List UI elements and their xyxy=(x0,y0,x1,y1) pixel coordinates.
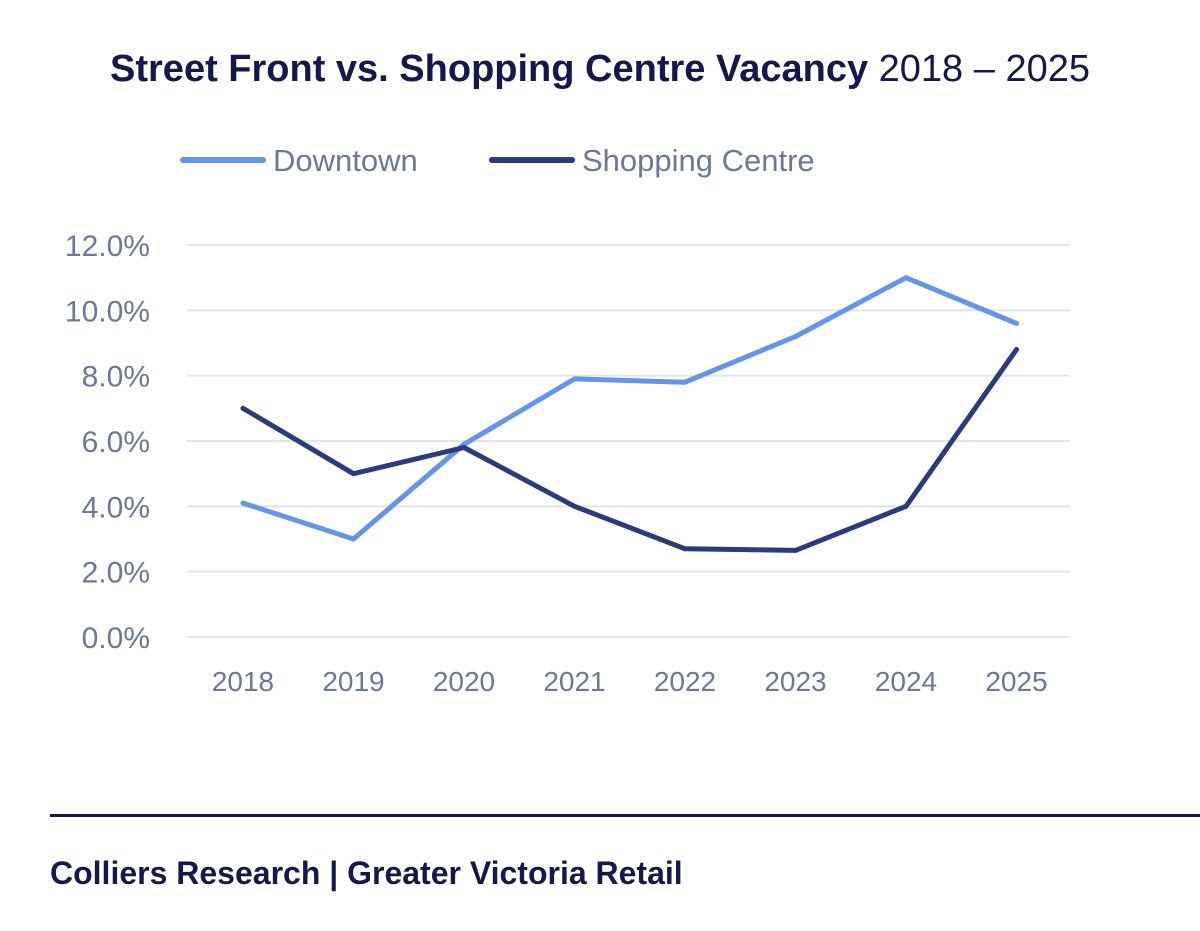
series-line-downtown xyxy=(240,275,1019,542)
data-point-shopping-centre xyxy=(351,471,356,477)
series-line-shopping-centre xyxy=(240,347,1019,553)
x-tick-label: 2020 xyxy=(433,666,495,697)
data-point-downtown xyxy=(682,379,688,385)
x-tick-label: 2018 xyxy=(212,666,274,697)
data-point-shopping-centre xyxy=(793,547,798,553)
x-tick-label: 2025 xyxy=(985,666,1047,697)
x-axis: 2018 2019 2020 2021 2022 2023 2024 2025 xyxy=(212,666,1048,697)
data-point-shopping-centre xyxy=(461,445,467,451)
x-tick-label: 2022 xyxy=(654,666,716,697)
data-point-shopping-centre xyxy=(572,503,577,509)
y-tick-label: 4.0% xyxy=(82,491,150,524)
grid-lines xyxy=(187,244,1070,638)
y-tick-label: 12.0% xyxy=(65,230,150,263)
y-tick-label: 10.0% xyxy=(65,295,150,328)
data-point-shopping-centre xyxy=(903,503,909,509)
data-point-shopping-centre xyxy=(240,405,246,411)
data-point-downtown xyxy=(351,536,356,542)
series-group xyxy=(240,275,1019,553)
data-point-downtown xyxy=(572,376,577,382)
y-tick-label: 6.0% xyxy=(82,426,150,459)
y-tick-label: 8.0% xyxy=(82,361,150,394)
legend-label-downtown: Downtown xyxy=(273,143,418,178)
legend: Downtown Shopping Centre xyxy=(180,143,815,178)
y-tick-label: 0.0% xyxy=(82,622,150,655)
x-tick-label: 2021 xyxy=(543,666,605,697)
x-tick-label: 2019 xyxy=(322,666,384,697)
x-tick-label: 2023 xyxy=(764,666,826,697)
y-axis: 0.0% 2.0% 4.0% 6.0% 8.0% 10.0% 12.0% xyxy=(65,230,150,655)
data-point-shopping-centre xyxy=(1014,347,1019,353)
data-point-shopping-centre xyxy=(682,546,688,552)
footer-divider xyxy=(50,814,1200,817)
data-point-downtown xyxy=(1014,320,1019,326)
y-tick-label: 2.0% xyxy=(82,557,150,590)
legend-label-shopping-centre: Shopping Centre xyxy=(582,143,815,178)
x-tick-label: 2024 xyxy=(875,666,937,697)
data-point-downtown xyxy=(240,500,246,506)
chart-title-main: Street Front vs. Shopping Centre Vacancy xyxy=(110,48,869,90)
footer-source: Colliers Research | Greater Victoria Ret… xyxy=(50,855,683,891)
chart-title-period: 2018 – 2025 xyxy=(878,48,1090,90)
chart-title: Street Front vs. Shopping Centre Vacancy… xyxy=(0,48,1200,91)
data-point-downtown xyxy=(903,275,909,281)
data-point-downtown xyxy=(793,333,798,339)
